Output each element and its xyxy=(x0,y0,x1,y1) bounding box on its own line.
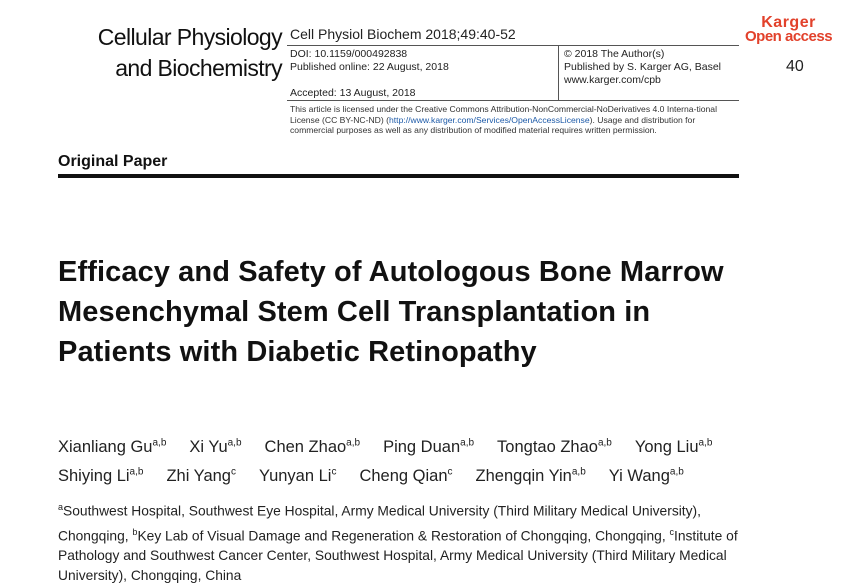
author-affiliation-mark: a,b xyxy=(698,437,713,448)
citation: Cell Physiol Biochem 2018;49:40-52 xyxy=(290,26,516,42)
author-name: Ping Duan xyxy=(383,437,461,456)
affiliation-text: Institute of Pathology and Southwest Can… xyxy=(58,528,738,584)
logo-line2: Open access xyxy=(745,28,833,45)
doi[interactable]: DOI: 10.1159/000492838 xyxy=(290,48,408,60)
author-name: Cheng Qian xyxy=(359,467,448,485)
author-affiliation-mark: a,b xyxy=(460,437,475,448)
author-affiliation-mark: c xyxy=(230,466,236,478)
license-text-post: ). Usage and distribution for commercial… xyxy=(290,114,696,136)
meta-left: DOI: 10.1159/000492838 Published online:… xyxy=(287,46,558,100)
author-name: Xi Yu xyxy=(189,437,228,456)
author-name: Chen Zhao xyxy=(264,437,347,456)
author-name: Yunyan Li xyxy=(258,467,332,485)
author: Zhi Yangc xyxy=(166,466,236,486)
author: Tongtao Zhaoa,b xyxy=(497,437,612,456)
affiliation-mark: a xyxy=(58,502,64,512)
author: Xianliang Gua,b xyxy=(58,437,167,456)
article-meta-box: Cell Physiol Biochem 2018;49:40-52 DOI: … xyxy=(287,22,739,136)
copyright: © 2018 The Author(s) xyxy=(564,48,665,60)
journal-name: Cellular Physiology and Biochemistry xyxy=(97,22,283,84)
karger-open-access-logo: Karger Open access xyxy=(745,14,833,45)
author: Xi Yua,b xyxy=(189,437,242,456)
author-affiliation-mark: a,b xyxy=(227,437,242,448)
author-name: Shiying Li xyxy=(58,467,130,485)
meta-right: © 2018 The Author(s) Published by S. Kar… xyxy=(558,46,739,100)
journal-name-line2: and Biochemistry xyxy=(115,55,282,81)
author: Yunyan Lic xyxy=(258,466,337,486)
author: Shiying Lia,b xyxy=(58,466,144,486)
author-affiliation-mark: c xyxy=(447,466,453,478)
author-affiliation-mark: a,b xyxy=(346,437,361,448)
author-affiliation-mark: a,b xyxy=(152,437,167,448)
affiliations: aSouthwest Hospital, Southwest Eye Hospi… xyxy=(58,497,748,586)
author-name: Zhi Yang xyxy=(166,467,231,485)
license-text-pre: This article is licensed under the Creat… xyxy=(290,104,717,125)
journal-name-line1: Cellular Physiology xyxy=(97,24,283,50)
affiliation-mark: b xyxy=(132,526,138,537)
author-name: Tongtao Zhao xyxy=(497,437,598,456)
author: Yi Wanga,b xyxy=(608,466,684,486)
author-name: Zhengqin Yin xyxy=(475,467,572,485)
author: Chen Zhaoa,b xyxy=(264,437,361,456)
publisher: Published by S. Karger AG, Basel xyxy=(564,61,722,73)
author-name: Xianliang Gu xyxy=(58,437,153,456)
author-list: Xianliang Gua,b Xi Yua,b Chen Zhaoa,b Ping … xyxy=(58,430,758,489)
author: Ping Duana,b xyxy=(383,437,475,456)
section-divider xyxy=(58,174,739,178)
article-title: Efficacy and Safety of Autologous Bone M… xyxy=(58,256,724,368)
page-number: 40 xyxy=(786,58,804,75)
author: Cheng Qianc xyxy=(359,466,453,486)
author: Zhengqin Yina,b xyxy=(475,466,586,486)
published-date: Published online: 22 August, 2018 xyxy=(290,61,449,73)
author-row: Shiying Lia,b Zhi Yangc Yunyan Lic Cheng Qi… xyxy=(58,460,758,490)
license-link[interactable]: http://www.karger.com/Services/OpenAcces… xyxy=(389,114,590,125)
license-notice: This article is licensed under the Creat… xyxy=(287,100,739,136)
author: Yong Liua,b xyxy=(634,437,713,456)
author-row: Xianliang Gua,b Xi Yua,b Chen Zhaoa,b Ping … xyxy=(58,430,758,460)
section-label: Original Paper xyxy=(58,153,168,170)
author-affiliation-mark: c xyxy=(331,466,337,478)
author-affiliation-mark: a,b xyxy=(129,466,144,478)
author-name: Yi Wang xyxy=(608,467,670,485)
author-affiliation-mark: a,b xyxy=(571,466,586,478)
accepted-date: Accepted: 13 August, 2018 xyxy=(290,87,416,99)
affiliation-text: Southwest Hospital, Southwest Eye Hospit… xyxy=(58,503,701,544)
affiliation-text: Key Lab of Visual Damage and Regeneratio… xyxy=(137,528,670,544)
website-link[interactable]: www.karger.com/cpb xyxy=(564,74,661,86)
author-name: Yong Liu xyxy=(634,437,699,456)
author-affiliation-mark: a,b xyxy=(669,466,684,478)
author-affiliation-mark: a,b xyxy=(597,437,612,448)
affiliation-mark: c xyxy=(669,526,675,537)
logo-line1: Karger xyxy=(761,14,816,31)
meta-grid: DOI: 10.1159/000492838 Published online:… xyxy=(287,45,739,100)
